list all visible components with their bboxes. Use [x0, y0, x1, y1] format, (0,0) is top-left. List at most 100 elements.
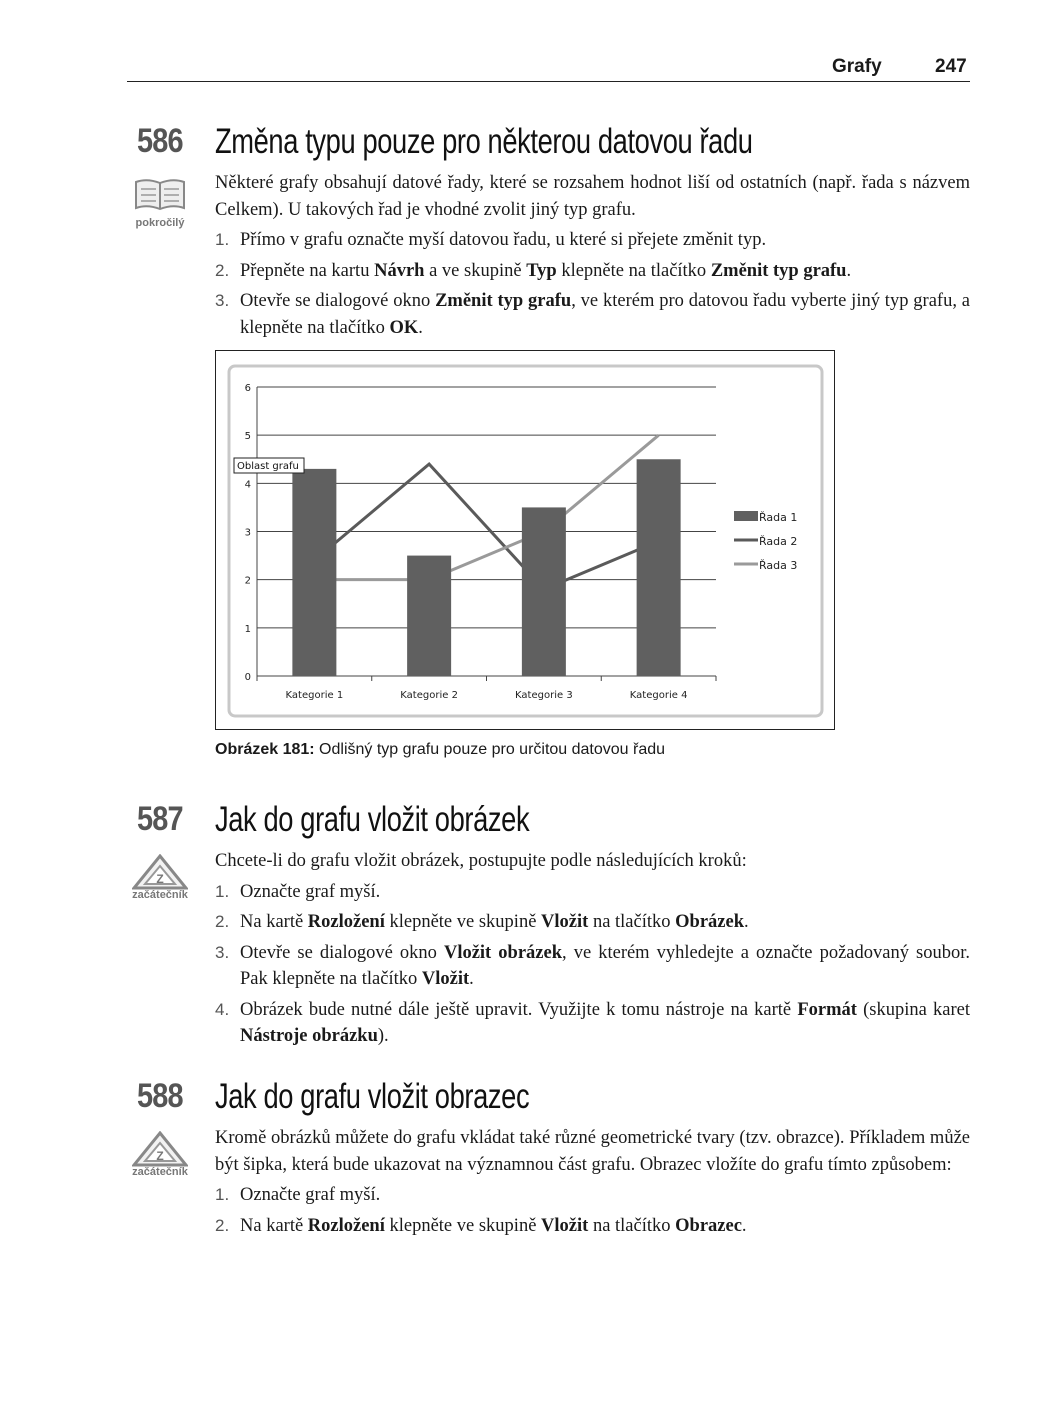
beginner-triangle-icon: Z: [127, 1130, 193, 1170]
section-body: Chcete-li do grafu vložit obrázek, postu…: [215, 848, 970, 1054]
step-text: Označte graf myší.: [240, 879, 970, 906]
text-run: a ve skupině: [424, 260, 527, 281]
text-run: Změnit typ grafu: [435, 291, 572, 311]
step-text: Označte graf myší.: [240, 1182, 970, 1209]
section-body: Některé grafy obsahují datové řady, kter…: [215, 170, 970, 345]
text-run: Otevře se dialogové okno: [240, 942, 444, 963]
step-item: 2. Na kartě Rozložení klepněte ve skupině…: [215, 1213, 970, 1240]
y-tick-label: 4: [245, 479, 251, 490]
x-tick-label: Kategorie 2: [400, 690, 458, 701]
text-run: Formát: [797, 999, 857, 1020]
step-text: Přímo v grafu označte myší datovou řadu,…: [240, 227, 970, 254]
y-tick-label: 1: [245, 624, 251, 635]
legend-label: Řada 1: [759, 511, 797, 524]
text-run: na tlačítko: [588, 1215, 676, 1236]
text-run: Návrh: [374, 260, 425, 281]
text-run: .: [744, 912, 749, 932]
step-number: 2.: [215, 260, 230, 280]
y-tick-label: 0: [245, 672, 251, 683]
level-badge: pokročilý: [127, 178, 193, 229]
text-run: OK: [389, 317, 419, 338]
text-run: Otevře se dialogové okno: [240, 291, 436, 311]
figure-caption: Obrázek 181: Odlišný typ grafu pouze pro…: [215, 741, 665, 759]
header-rule: [127, 81, 970, 82]
chart-svg[interactable]: 0 1 2 3 4 5 6 Kategorie 1 Kategorie 2 Kategorie 3…: [216, 351, 834, 729]
text-run: Vložit: [541, 1215, 589, 1236]
step-number: 1.: [215, 230, 230, 249]
legend-label: Řada 2: [759, 535, 797, 548]
section-title: Změna typu pouze pro některou datovou řa…: [215, 122, 753, 161]
caption-text: Odlišný typ grafu pouze pro určitou dato…: [314, 741, 666, 758]
step-item: 1. Označte graf myší.: [215, 1182, 970, 1209]
step-text: Otevře se dialogové okno Vložit obrázek,…: [240, 940, 970, 993]
y-tick-label: 3: [245, 528, 251, 539]
badge-label: začátečník: [132, 1166, 188, 1178]
legend-swatch: [734, 511, 758, 521]
x-tick-label: Kategorie 4: [630, 690, 688, 701]
svg-text:Z: Z: [156, 1149, 163, 1163]
text-run: klepněte ve skupině: [384, 1215, 542, 1236]
text-run: .: [741, 1215, 747, 1236]
step-number: 1.: [215, 881, 230, 901]
text-run: Vložit: [541, 912, 589, 932]
text-run: Obrazec: [675, 1215, 742, 1236]
page-number: 247: [935, 56, 967, 77]
step-item: 2. Na kartě Rozložení klepněte ve skupině…: [215, 909, 970, 936]
text-run: klepněte na tlačítko: [556, 260, 711, 281]
text-run: Označte graf myší.: [240, 881, 381, 902]
text-run: Přepněte na kartu: [240, 260, 375, 281]
text-run: Rozložení: [307, 1215, 385, 1236]
badge-label: začátečník: [132, 889, 188, 901]
bar-series-1[interactable]: [292, 468, 337, 676]
paragraph: Kromě obrázků můžete do grafu vkládat ta…: [215, 1125, 970, 1178]
section-title: Jak do grafu vložit obrazec: [215, 1077, 530, 1116]
step-item: 4. Obrázek bude nutné dále ještě upravit.…: [215, 997, 970, 1050]
step-number: 2.: [215, 1215, 230, 1235]
step-item: 1. Přímo v grafu označte myší datovou řad…: [215, 227, 970, 254]
step-text: Na kartě Rozložení klepněte ve skupině V…: [240, 909, 970, 936]
step-item: 3. Otevře se dialogové okno Vložit obráze…: [215, 940, 970, 993]
step-item: 3. Otevře se dialogové okno Změnit typ gr…: [215, 288, 970, 341]
step-text: Přepněte na kartu Návrh a ve skupině Typ…: [240, 258, 970, 285]
step-number: 4.: [215, 999, 230, 1019]
step-text: Obrázek bude nutné dále ještě upravit. V…: [240, 997, 970, 1050]
text-run: Vložit obrázek: [443, 942, 562, 963]
step-item: 2. Přepněte na kartu Návrh a ve skupině T…: [215, 258, 970, 285]
badge-label: pokročilý: [135, 217, 185, 229]
chart-tooltip: Oblast grafu: [233, 457, 305, 474]
text-run: Nástroje obrázku: [240, 1026, 378, 1046]
chart-figure: 0 1 2 3 4 5 6 Kategorie 1 Kategorie 2 Kategorie 3…: [215, 350, 835, 730]
section-number: 588: [137, 1077, 184, 1115]
bar-series-1[interactable]: [521, 507, 566, 676]
text-run: Změnit typ grafu: [710, 260, 847, 281]
text-run: .: [418, 317, 423, 338]
step-number: 2.: [215, 912, 230, 931]
series-line-2[interactable]: [313, 461, 660, 592]
bar-series-1[interactable]: [407, 555, 452, 676]
text-run: Označte graf myší.: [240, 1185, 381, 1205]
text-run: Na kartě: [240, 912, 308, 932]
step-text: Na kartě Rozložení klepněte ve skupině V…: [240, 1213, 970, 1240]
text-run: na tlačítko: [588, 912, 676, 932]
book-icon: [127, 178, 193, 215]
bar-series-1[interactable]: [636, 459, 681, 676]
step-item: 1. Označte graf myší.: [215, 879, 970, 906]
text-run: Některé grafy obsahují datové řady, kter…: [215, 173, 970, 220]
text-run: klepněte ve skupině: [384, 912, 542, 932]
series-line-3[interactable]: [314, 434, 660, 582]
section-body: Kromě obrázků můžete do grafu vkládat ta…: [215, 1125, 970, 1243]
text-run: Na kartě: [240, 1215, 308, 1236]
y-tick-label: 5: [245, 431, 251, 442]
section-number: 587: [137, 800, 184, 838]
text-run: Obrázek: [675, 912, 744, 932]
paragraph: Některé grafy obsahují datové řady, kter…: [215, 170, 970, 223]
section-title: Jak do grafu vložit obrázek: [215, 800, 530, 839]
text-run: Obrázek bude nutné dále ještě upravit. V…: [240, 999, 798, 1020]
x-tick-label: Kategorie 3: [515, 690, 573, 701]
paragraph: Chcete-li do grafu vložit obrázek, postu…: [215, 848, 970, 875]
section-number: 586: [137, 122, 184, 160]
text-run: Chcete-li do grafu vložit obrázek, postu…: [215, 851, 747, 871]
